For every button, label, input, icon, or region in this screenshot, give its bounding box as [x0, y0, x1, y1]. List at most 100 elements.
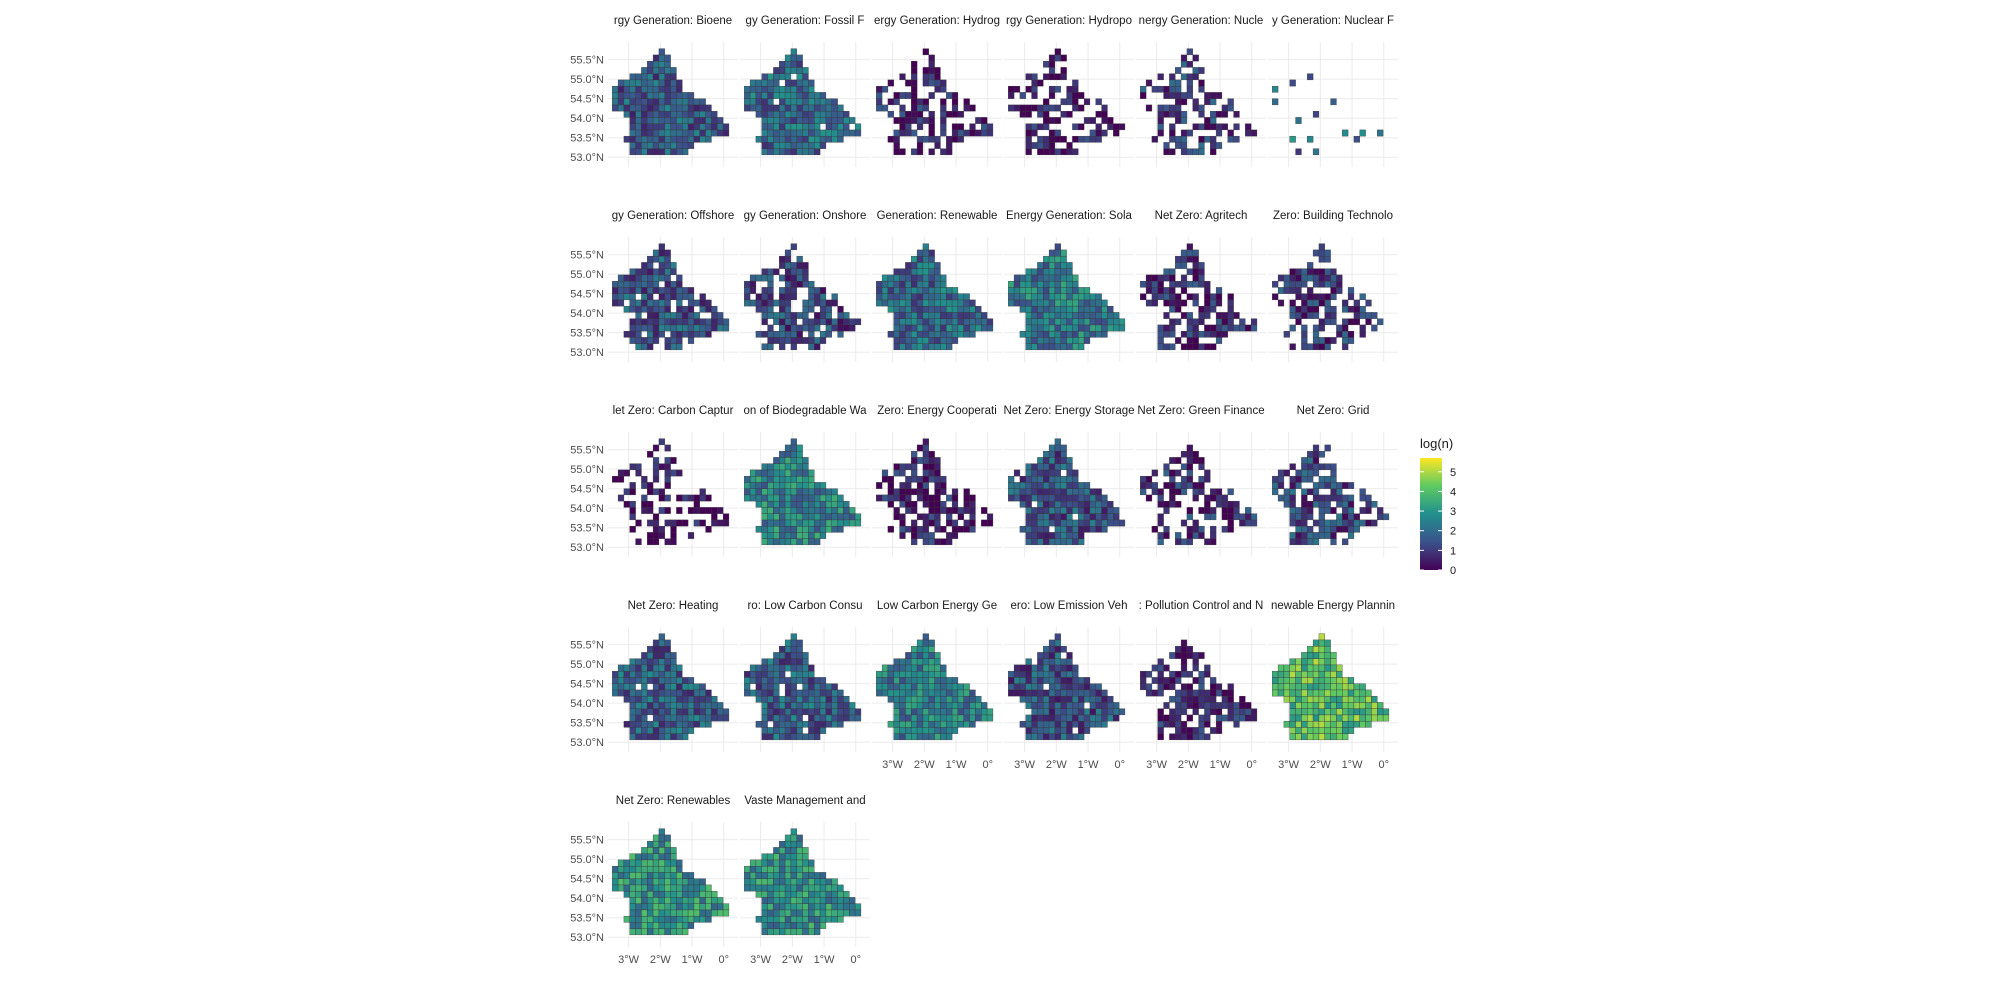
map-region [881, 475, 889, 483]
map-region [749, 482, 757, 489]
map-region [779, 287, 786, 294]
map-region [693, 714, 700, 722]
map-region [1025, 330, 1032, 338]
map-region [1359, 720, 1366, 728]
map-region [658, 268, 665, 276]
map-region [711, 312, 718, 319]
map-region [1221, 123, 1228, 131]
map-region [652, 299, 660, 307]
map-region [1025, 677, 1032, 684]
map-region [1095, 494, 1102, 502]
map-region [779, 922, 786, 929]
map-region [1037, 305, 1044, 313]
map-region [1245, 702, 1252, 709]
map-region [670, 337, 677, 344]
map-region [837, 519, 844, 527]
map-region [1186, 507, 1193, 514]
map-region [1198, 463, 1205, 471]
map-region [641, 689, 648, 697]
map-region [1186, 513, 1193, 521]
map-region [1186, 702, 1193, 709]
map-region [682, 98, 689, 106]
map-region [647, 859, 654, 867]
map-region [899, 280, 906, 288]
map-region [773, 865, 780, 873]
map-region [693, 123, 700, 131]
map-region [940, 318, 947, 326]
map-region [1175, 293, 1182, 301]
map-region [1324, 702, 1331, 709]
map-region [699, 318, 706, 326]
map-region [814, 500, 821, 508]
map-region [808, 79, 815, 87]
map-region [635, 727, 642, 734]
map-region [1066, 268, 1073, 276]
map-region [1192, 519, 1199, 527]
map-region [802, 878, 809, 886]
map-region [676, 714, 683, 722]
map-region [899, 92, 906, 99]
map-region [635, 859, 642, 867]
map-region [1031, 330, 1038, 338]
map-region [1163, 299, 1170, 307]
map-region [940, 677, 947, 684]
map-region [1078, 299, 1085, 307]
map-region [755, 293, 762, 301]
map-region [779, 85, 786, 93]
map-region [934, 658, 941, 666]
map-region [837, 494, 844, 502]
map-region [629, 488, 636, 496]
map-region [876, 280, 883, 288]
map-region [670, 714, 677, 722]
map-region [790, 110, 797, 118]
map-region [957, 324, 964, 332]
map-region [761, 92, 768, 99]
map-region [1060, 532, 1067, 539]
map-region [1043, 513, 1050, 521]
map-region [612, 475, 619, 483]
map-region [1169, 482, 1176, 489]
map-region [825, 897, 832, 904]
map-region [664, 469, 671, 477]
map-region [761, 695, 768, 703]
map-region [911, 507, 918, 514]
map-region [1163, 714, 1170, 722]
map-region [784, 249, 792, 257]
map-region [1054, 274, 1061, 282]
map-region [1043, 525, 1050, 533]
map-region [1330, 475, 1337, 483]
map-region [1037, 513, 1044, 521]
map-region [819, 312, 827, 319]
map-region [951, 299, 959, 307]
map-region [1289, 482, 1296, 489]
map-region [699, 135, 706, 143]
map-region [899, 488, 906, 496]
map-region [670, 897, 677, 904]
map-region [981, 129, 988, 137]
map-region [837, 702, 844, 709]
map-region [1013, 488, 1021, 496]
map-region [755, 878, 762, 886]
map-region [905, 702, 912, 709]
map-region [773, 123, 780, 131]
map-region [779, 274, 786, 282]
map-region [1342, 525, 1349, 533]
map-region [1019, 494, 1026, 502]
map-region [1066, 463, 1073, 471]
map-region [825, 123, 832, 131]
map-region [761, 312, 768, 319]
map-region [790, 538, 797, 546]
map-region [664, 639, 671, 647]
map-region [969, 318, 976, 326]
map-region [767, 73, 774, 81]
map-region [784, 890, 792, 898]
map-region [1140, 475, 1147, 483]
map-region [1048, 92, 1056, 99]
map-region [887, 500, 894, 508]
map-region [1118, 519, 1126, 527]
y-tick-label: 55.5°N [570, 250, 604, 262]
map-region [790, 500, 797, 508]
map-region [1307, 463, 1314, 471]
facet-panel: Net Zero: Energy Storage [1003, 405, 1135, 557]
map-region [1078, 500, 1085, 508]
